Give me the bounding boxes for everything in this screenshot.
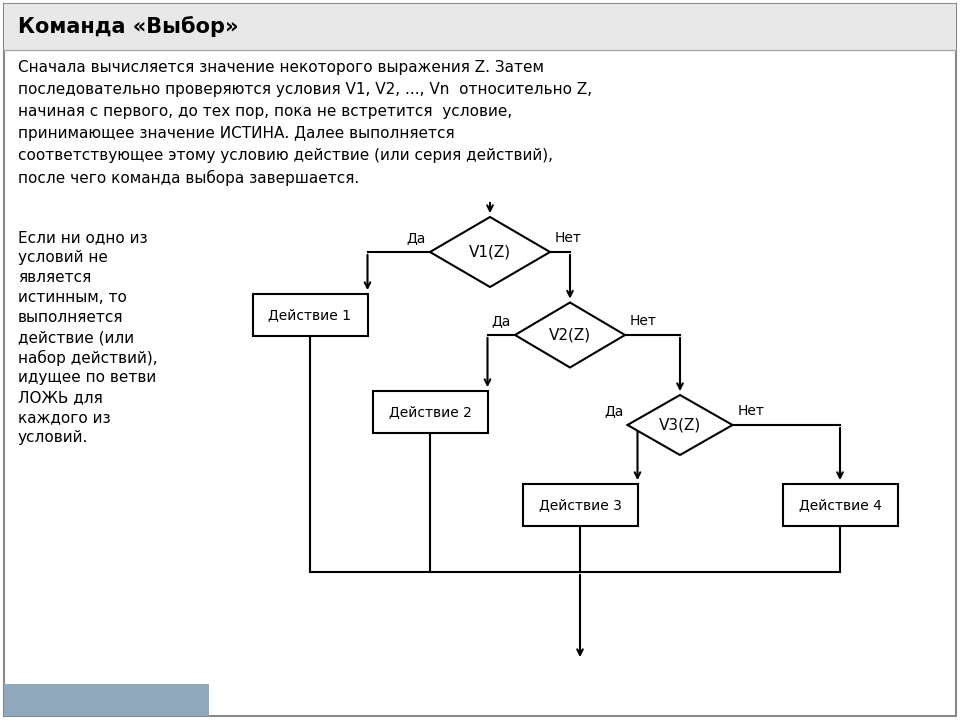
Text: Команда «Выбор»: Команда «Выбор» bbox=[18, 17, 238, 37]
Text: Да: Да bbox=[604, 404, 623, 418]
FancyBboxPatch shape bbox=[252, 294, 368, 336]
FancyBboxPatch shape bbox=[372, 391, 488, 433]
Text: является: является bbox=[18, 270, 91, 285]
Text: условий не: условий не bbox=[18, 250, 108, 265]
Text: Да: Да bbox=[492, 314, 511, 328]
Text: идущее по ветви: идущее по ветви bbox=[18, 370, 156, 385]
Text: действие (или: действие (или bbox=[18, 330, 134, 345]
Text: истинным, то: истинным, то bbox=[18, 290, 127, 305]
Text: принимающее значение ИСТИНА. Далее выполняется: принимающее значение ИСТИНА. Далее выпол… bbox=[18, 126, 455, 141]
Polygon shape bbox=[628, 395, 732, 455]
Text: Нет: Нет bbox=[555, 231, 582, 245]
Text: соответствующее этому условию действие (или серия действий),: соответствующее этому условию действие (… bbox=[18, 148, 553, 163]
Text: Да: Да bbox=[407, 231, 426, 245]
Text: Действие 4: Действие 4 bbox=[799, 498, 881, 512]
FancyBboxPatch shape bbox=[4, 4, 956, 50]
Text: V2(Z): V2(Z) bbox=[549, 328, 591, 343]
FancyBboxPatch shape bbox=[4, 4, 956, 716]
Text: Действие 2: Действие 2 bbox=[389, 405, 471, 419]
Text: Нет: Нет bbox=[737, 404, 764, 418]
Text: V1(Z): V1(Z) bbox=[468, 245, 511, 259]
Text: выполняется: выполняется bbox=[18, 310, 124, 325]
Polygon shape bbox=[515, 302, 625, 367]
Text: Если ни одно из: Если ни одно из bbox=[18, 230, 148, 245]
FancyBboxPatch shape bbox=[782, 484, 898, 526]
Text: набор действий),: набор действий), bbox=[18, 350, 157, 366]
Text: V3(Z): V3(Z) bbox=[659, 418, 701, 433]
Text: последовательно проверяются условия V1, V2, ..., Vn  относительно Z,: последовательно проверяются условия V1, … bbox=[18, 82, 592, 97]
Text: условий.: условий. bbox=[18, 430, 88, 445]
Polygon shape bbox=[430, 217, 550, 287]
Text: начиная с первого, до тех пор, пока не встретится  условие,: начиная с первого, до тех пор, пока не в… bbox=[18, 104, 513, 119]
Text: Нет: Нет bbox=[630, 314, 657, 328]
FancyBboxPatch shape bbox=[4, 684, 209, 716]
Text: Сначала вычисляется значение некоторого выражения Z. Затем: Сначала вычисляется значение некоторого … bbox=[18, 60, 544, 75]
Text: после чего команда выбора завершается.: после чего команда выбора завершается. bbox=[18, 170, 359, 186]
FancyBboxPatch shape bbox=[522, 484, 637, 526]
Text: ЛОЖЬ для: ЛОЖЬ для bbox=[18, 390, 103, 405]
Text: Действие 3: Действие 3 bbox=[539, 498, 621, 512]
Text: Действие 1: Действие 1 bbox=[269, 308, 351, 322]
Text: каждого из: каждого из bbox=[18, 410, 110, 425]
